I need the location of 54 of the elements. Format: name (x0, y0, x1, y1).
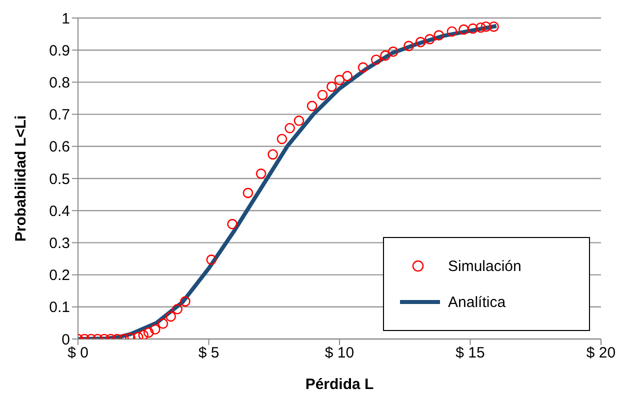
point (242, 188, 254, 198)
point (415, 36, 426, 48)
y-axis-title: Probabilidad L<Li (12, 115, 30, 242)
point (150, 324, 160, 335)
point (334, 74, 345, 86)
point (446, 26, 458, 37)
point (180, 296, 190, 307)
point (476, 22, 486, 33)
y-tick-label: 0.3 (49, 235, 70, 252)
x-tick-label: $ 0 (68, 344, 88, 362)
point (370, 54, 382, 65)
point (434, 30, 444, 40)
point (294, 116, 304, 126)
point (458, 24, 469, 35)
point (404, 40, 414, 52)
y-tick-label: 0.9 (49, 42, 70, 60)
y-tick-label: 0.1 (49, 299, 70, 316)
point (268, 149, 278, 160)
point (284, 122, 295, 134)
y-tick-label: 0.8 (49, 74, 70, 92)
point (256, 168, 266, 179)
point (138, 330, 149, 339)
point (326, 82, 337, 92)
point (166, 311, 176, 322)
point (480, 22, 492, 32)
point (172, 304, 183, 314)
y-tick-label: 0.5 (49, 170, 70, 188)
y-tick-label: 0.7 (49, 106, 70, 124)
legend-label: Simulación (448, 258, 522, 274)
x-tick-label: $ 10 (324, 344, 354, 362)
point (206, 254, 217, 265)
point (388, 46, 398, 57)
y-tick-label: 0.6 (49, 138, 70, 156)
x-axis-title: Pérdida L (305, 376, 374, 393)
y-tick-label: 0.4 (49, 202, 70, 220)
legend-label: Analítica (448, 294, 506, 310)
y-tick-label: 0 (62, 331, 70, 348)
point (227, 218, 238, 230)
point (468, 23, 478, 34)
x-tick-label: $ 15 (456, 344, 485, 362)
x-tick-label: $ 20 (586, 344, 616, 362)
point (143, 327, 154, 338)
y-tick-label: 1 (62, 10, 70, 28)
point (158, 318, 168, 329)
point (342, 70, 353, 82)
point (276, 134, 288, 144)
point (488, 22, 499, 32)
x-tick-label: $ 5 (198, 344, 220, 362)
point (317, 90, 328, 100)
point (380, 50, 390, 61)
y-tick-label: 0.2 (49, 267, 70, 284)
point (358, 62, 368, 73)
point (424, 34, 435, 44)
point (306, 100, 318, 112)
